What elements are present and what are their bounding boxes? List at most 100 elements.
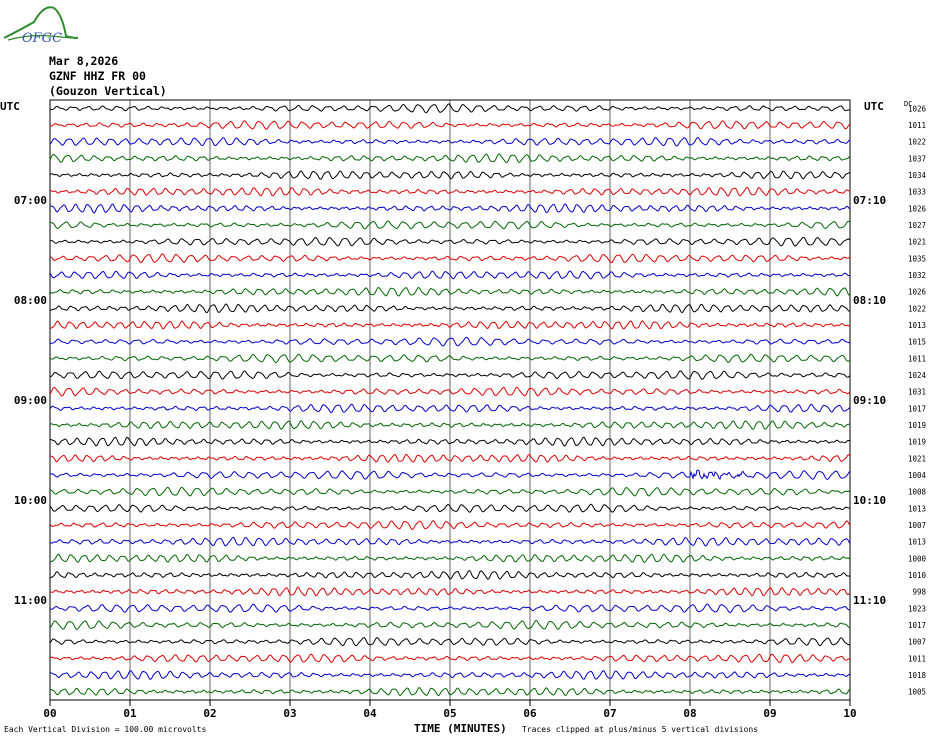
dc-offset-label: 1035 — [908, 254, 926, 263]
trace-row-33 — [49, 653, 851, 664]
trace-row-30 — [49, 603, 851, 614]
right-time-label: 11:10 — [853, 594, 886, 607]
dc-offset-label: 1017 — [908, 404, 926, 413]
trace-row-12 — [49, 303, 851, 314]
x-tick-label: 02 — [203, 707, 216, 720]
trace-row-34 — [49, 670, 851, 680]
trace-row-10 — [49, 270, 850, 280]
left-time-label: 07:00 — [14, 194, 47, 207]
dc-offset-label: 1034 — [908, 171, 927, 180]
dc-offset-label: 1026 — [908, 104, 927, 113]
dc-offset-label: 1018 — [908, 671, 927, 680]
right-utc-label: UTC — [864, 100, 884, 113]
trace-row-22 — [50, 469, 851, 480]
x-tick-label: 07 — [603, 707, 616, 720]
trace-row-15 — [49, 353, 851, 364]
trace-row-9 — [49, 253, 851, 264]
x-tick-label: 01 — [123, 707, 137, 720]
dc-offset-label: 1011 — [908, 654, 926, 663]
dc-offset-label: 1031 — [908, 388, 926, 397]
dc-offset-label: 1022 — [908, 304, 926, 313]
dc-offset-label: 1011 — [908, 121, 926, 130]
dc-offset-label: 1013 — [908, 504, 926, 513]
trace-row-20 — [49, 436, 851, 447]
dc-offset-label: 1004 — [908, 471, 927, 480]
trace-row-4 — [49, 170, 851, 180]
trace-row-0 — [49, 103, 851, 114]
trace-row-3 — [49, 153, 851, 164]
dc-offset-label: 1033 — [908, 188, 926, 197]
trace-row-29 — [49, 586, 851, 597]
dc-offset-label: 1008 — [908, 488, 927, 497]
right-time-label: 10:10 — [853, 494, 886, 507]
x-tick-label: 05 — [443, 707, 456, 720]
dc-offset-label: 1007 — [908, 521, 926, 530]
trace-row-19 — [49, 420, 851, 430]
trace-layer — [49, 103, 851, 697]
trace-row-25 — [49, 520, 851, 530]
x-tick-label: 00 — [43, 707, 56, 720]
clipping-note: Traces clipped at plus/minus 5 vertical … — [522, 725, 759, 734]
dc-offset-label: 1024 — [908, 371, 927, 380]
trace-row-31 — [49, 619, 851, 630]
dc-offset-label: 1032 — [908, 271, 926, 280]
x-tick-label: 03 — [283, 707, 296, 720]
dc-offset-label: 1013 — [908, 538, 926, 547]
dc-offset-label: 1021 — [908, 238, 926, 247]
dc-offset-label: 1010 — [908, 571, 927, 580]
trace-row-17 — [49, 386, 851, 397]
trace-row-5 — [49, 186, 851, 197]
plot-grid — [49, 99, 851, 706]
trace-row-28 — [49, 569, 851, 581]
right-time-label: 08:10 — [853, 294, 886, 307]
left-utc-label: UTC — [0, 100, 20, 113]
trace-row-24 — [49, 503, 851, 513]
dc-offset-label: 1021 — [908, 454, 926, 463]
dc-offset-label: 1023 — [908, 604, 926, 613]
dc-offset-label: 1017 — [908, 621, 926, 630]
trace-row-1 — [49, 120, 851, 130]
x-tick-label: 04 — [363, 707, 377, 720]
left-time-label: 08:00 — [14, 294, 47, 307]
dc-offset-label: 1026 — [908, 288, 927, 297]
station-code: GZNF HHZ FR 00 — [49, 69, 146, 83]
dc-offset-label: 1019 — [908, 421, 926, 430]
dc-label: DC — [904, 100, 912, 108]
logo-text: OFGC — [22, 31, 62, 46]
plot-date: Mar 8,2026 — [49, 54, 119, 68]
dc-offset-label: 1026 — [908, 204, 927, 213]
left-time-label: 09:00 — [14, 394, 47, 407]
dc-offset-label: 998 — [912, 588, 926, 597]
vertical-division-note: Each Vertical Division = 100.00 microvol… — [4, 725, 207, 734]
trace-row-16 — [49, 370, 851, 380]
dc-offset-label: 1015 — [908, 338, 926, 347]
logo-mountain-icon — [3, 6, 79, 39]
trace-row-14 — [49, 336, 851, 347]
dc-offset-label: 1005 — [908, 688, 926, 697]
dc-offset-label: 1013 — [908, 321, 926, 330]
dc-offset-label: 1007 — [908, 638, 926, 647]
x-tick-label: 10 — [843, 707, 856, 720]
dc-offset-label: 1019 — [908, 438, 926, 447]
trace-row-13 — [49, 320, 851, 330]
station-site-name: (Gouzon Vertical) — [49, 84, 167, 98]
x-tick-label: 08 — [683, 707, 696, 720]
dc-offset-label: 1000 — [908, 554, 927, 563]
left-time-label: 10:00 — [14, 494, 47, 507]
trace-row-6 — [49, 203, 851, 214]
left-time-label: 11:00 — [14, 594, 47, 607]
right-time-label: 09:10 — [853, 394, 886, 407]
trace-row-32 — [49, 636, 851, 647]
trace-row-35 — [49, 686, 851, 697]
trace-row-11 — [49, 287, 851, 297]
ofgc-logo: OFGC — [3, 6, 79, 46]
trace-row-26 — [49, 536, 851, 547]
trace-row-8 — [49, 236, 851, 247]
trace-row-2 — [49, 137, 851, 147]
dc-offset-label: 1022 — [908, 138, 926, 147]
trace-row-18 — [49, 403, 851, 414]
trace-row-21 — [49, 453, 851, 463]
dc-offset-label: 1037 — [908, 154, 926, 163]
